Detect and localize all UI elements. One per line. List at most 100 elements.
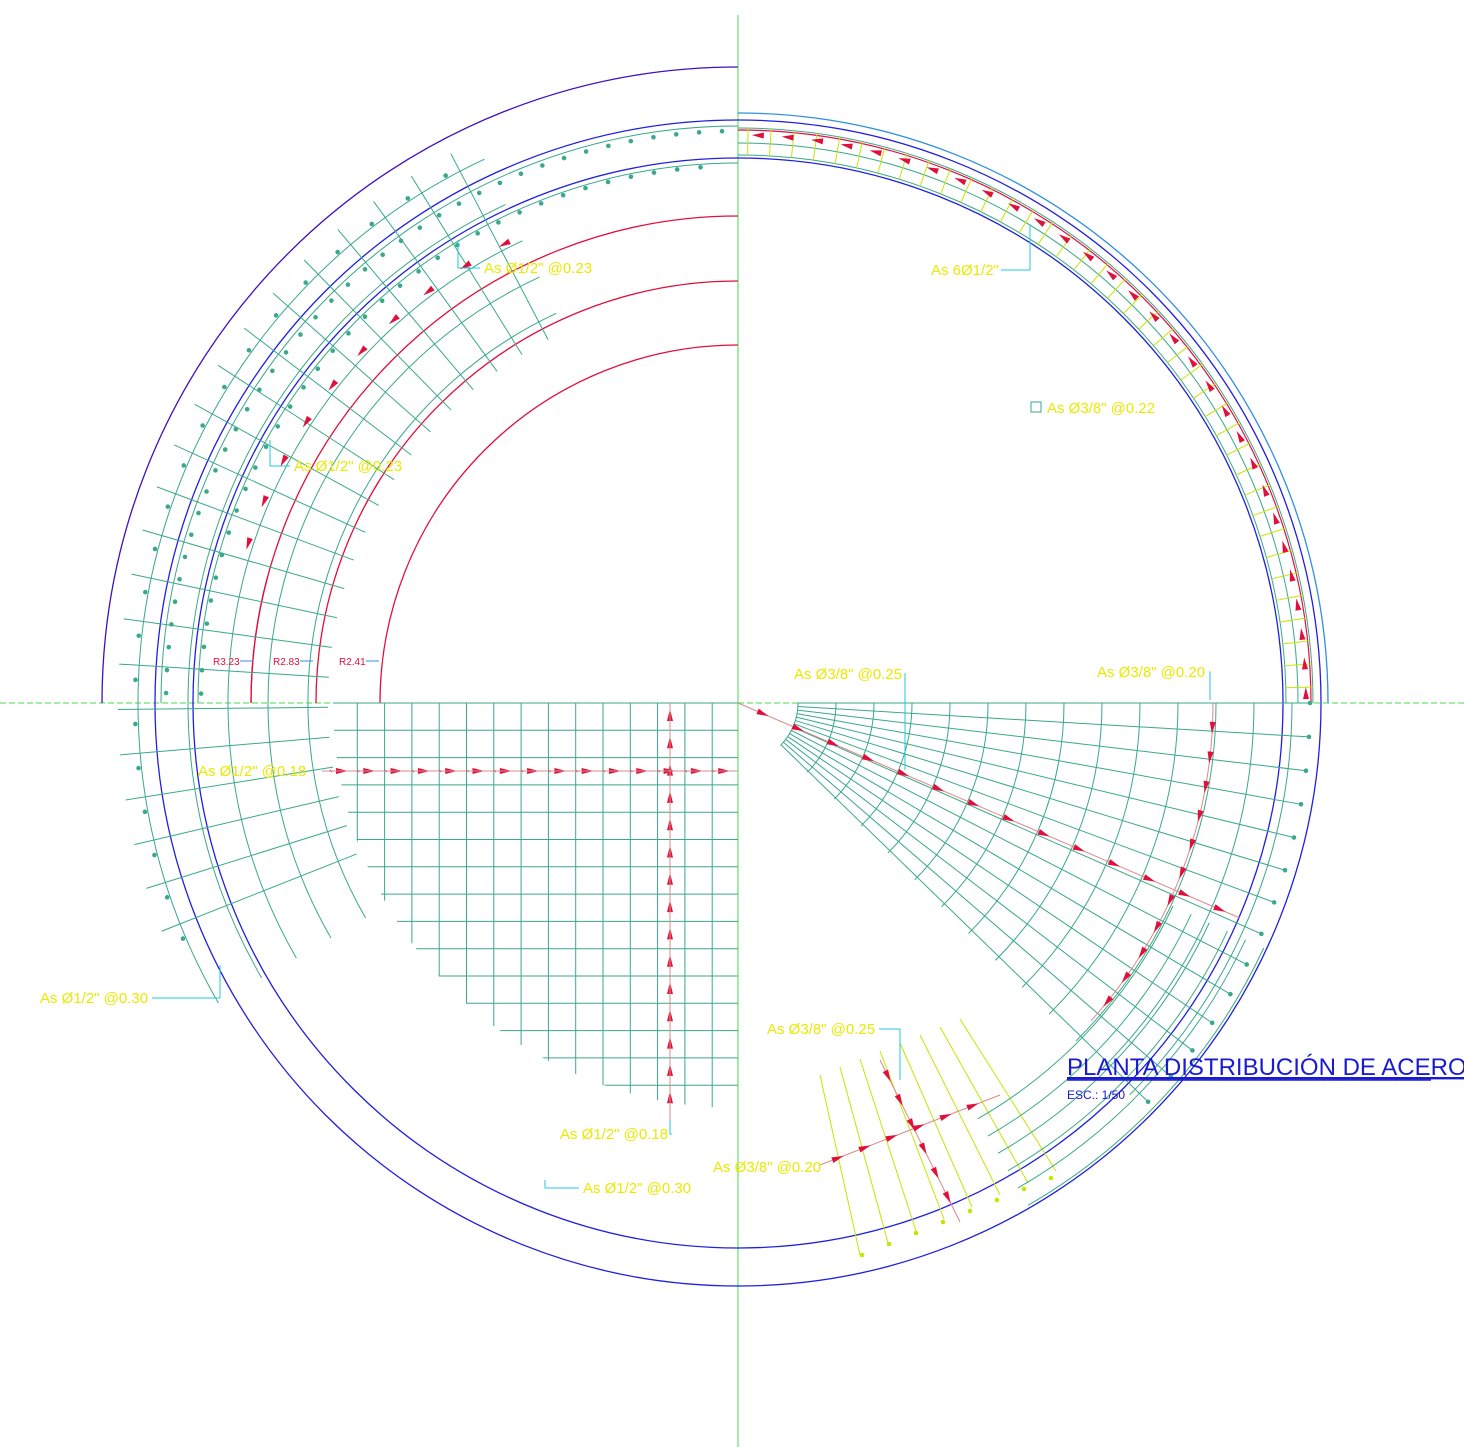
bar-dot — [584, 149, 589, 154]
rebar-label: As Ø3/8" @0.25 — [767, 1021, 875, 1038]
bar-dot — [243, 487, 248, 492]
bar-dot — [313, 315, 318, 320]
bar-dot — [860, 1253, 865, 1258]
rebar-label: As Ø1/2" @0.30 — [583, 1180, 691, 1197]
leader — [670, 1120, 672, 1134]
bar-dot — [214, 575, 219, 580]
radial-bar — [124, 619, 332, 648]
mesh-bar — [840, 1067, 888, 1243]
rebar-label: As Ø1/2" @0.23 — [484, 260, 592, 277]
bar-dot — [270, 369, 275, 374]
arrow — [831, 1156, 843, 1163]
bar-dot — [181, 463, 186, 468]
bar-dot — [477, 191, 482, 196]
bar-dot — [1308, 701, 1313, 706]
bar-dot — [517, 210, 522, 215]
bar-dot — [301, 385, 306, 390]
arrow — [982, 190, 994, 198]
bar-dot — [697, 130, 702, 135]
radial-bar — [374, 201, 497, 371]
rebar-tick — [1216, 422, 1240, 435]
radial-bar — [195, 404, 379, 505]
bar-dot — [437, 213, 442, 218]
bar-dot — [204, 489, 209, 494]
arrow — [1300, 628, 1306, 640]
drawing: As Ø1/2" @0.23As Ø1/2" @0.23As 6Ø1/2"As … — [0, 0, 1464, 1447]
rebar-tick — [1038, 222, 1053, 245]
arrow — [1073, 844, 1085, 851]
radius-arc — [316, 281, 738, 703]
bar-dot — [406, 196, 411, 201]
bar-dot — [380, 299, 385, 304]
bar-dot — [369, 222, 374, 227]
leader — [905, 674, 906, 770]
bar-dot — [1244, 962, 1249, 967]
bar-dot — [200, 423, 205, 428]
bar-dot — [1307, 735, 1312, 740]
arc — [161, 126, 738, 703]
bar-dot — [606, 144, 611, 149]
arc — [978, 906, 1173, 1119]
bar-dot — [153, 547, 158, 552]
bar-dot — [698, 165, 703, 170]
bar-dot — [202, 645, 207, 650]
bar-dot — [416, 269, 421, 274]
arrow — [328, 379, 338, 390]
bar-dot — [562, 156, 567, 161]
rebar-tick — [857, 142, 863, 168]
mesh-bar — [880, 1051, 944, 1219]
leader — [152, 965, 220, 998]
arc — [228, 241, 522, 958]
bar-dot — [165, 668, 170, 673]
arrow — [1302, 657, 1308, 669]
arrow — [1059, 234, 1071, 243]
rebar-label: As Ø1/2" @0.18 — [560, 1126, 668, 1143]
bar-dot — [674, 132, 679, 137]
purple-arc — [102, 67, 738, 703]
bar-dot — [213, 468, 218, 473]
bar-dot — [1022, 1187, 1027, 1192]
arrow — [912, 1124, 924, 1131]
leader — [270, 440, 290, 466]
rebar-label: As Ø3/8" @0.25 — [794, 666, 902, 683]
arc — [998, 923, 1209, 1154]
bar-dot — [380, 252, 385, 257]
bar-dot — [651, 135, 656, 140]
arrow — [1034, 218, 1046, 227]
arrow — [885, 1135, 897, 1142]
arc — [988, 914, 1191, 1136]
mesh-bar — [860, 1059, 916, 1231]
rebar-tick — [813, 133, 817, 160]
bar-dot — [968, 1209, 973, 1214]
radial-bar — [157, 487, 354, 560]
rebar-tick — [1286, 687, 1313, 688]
arrow — [1303, 687, 1309, 699]
rebar-tick — [1280, 618, 1307, 622]
arc — [1130, 703, 1292, 1095]
label-box — [1031, 402, 1041, 412]
bar-dot — [335, 250, 340, 255]
rebar-tick — [1167, 346, 1188, 363]
rebar-tick — [770, 129, 772, 156]
arc — [738, 155, 1286, 703]
rebar-tick — [1000, 198, 1013, 222]
bar-dot — [200, 668, 205, 673]
bar-dot — [914, 1231, 919, 1236]
bar-dot — [275, 424, 280, 429]
bar-dot — [181, 936, 186, 941]
bar-dot — [1272, 900, 1277, 905]
bar-dot — [223, 447, 228, 452]
bar-dot — [284, 350, 289, 355]
bar-dot — [398, 283, 403, 288]
radius-label: R2.83 — [273, 657, 300, 668]
bar-dot — [417, 225, 422, 230]
bar-dot — [519, 171, 524, 176]
bar-dot — [363, 314, 368, 319]
bar-dot — [1283, 868, 1288, 873]
bar-dot — [1259, 932, 1264, 937]
radial-bar — [338, 229, 474, 389]
arc — [995, 703, 1102, 960]
leader — [879, 1029, 900, 1080]
bar-dot — [583, 186, 588, 191]
bar-dot — [136, 633, 141, 638]
